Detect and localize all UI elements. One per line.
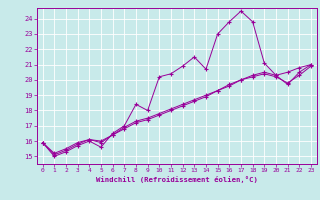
X-axis label: Windchill (Refroidissement éolien,°C): Windchill (Refroidissement éolien,°C)	[96, 176, 258, 183]
